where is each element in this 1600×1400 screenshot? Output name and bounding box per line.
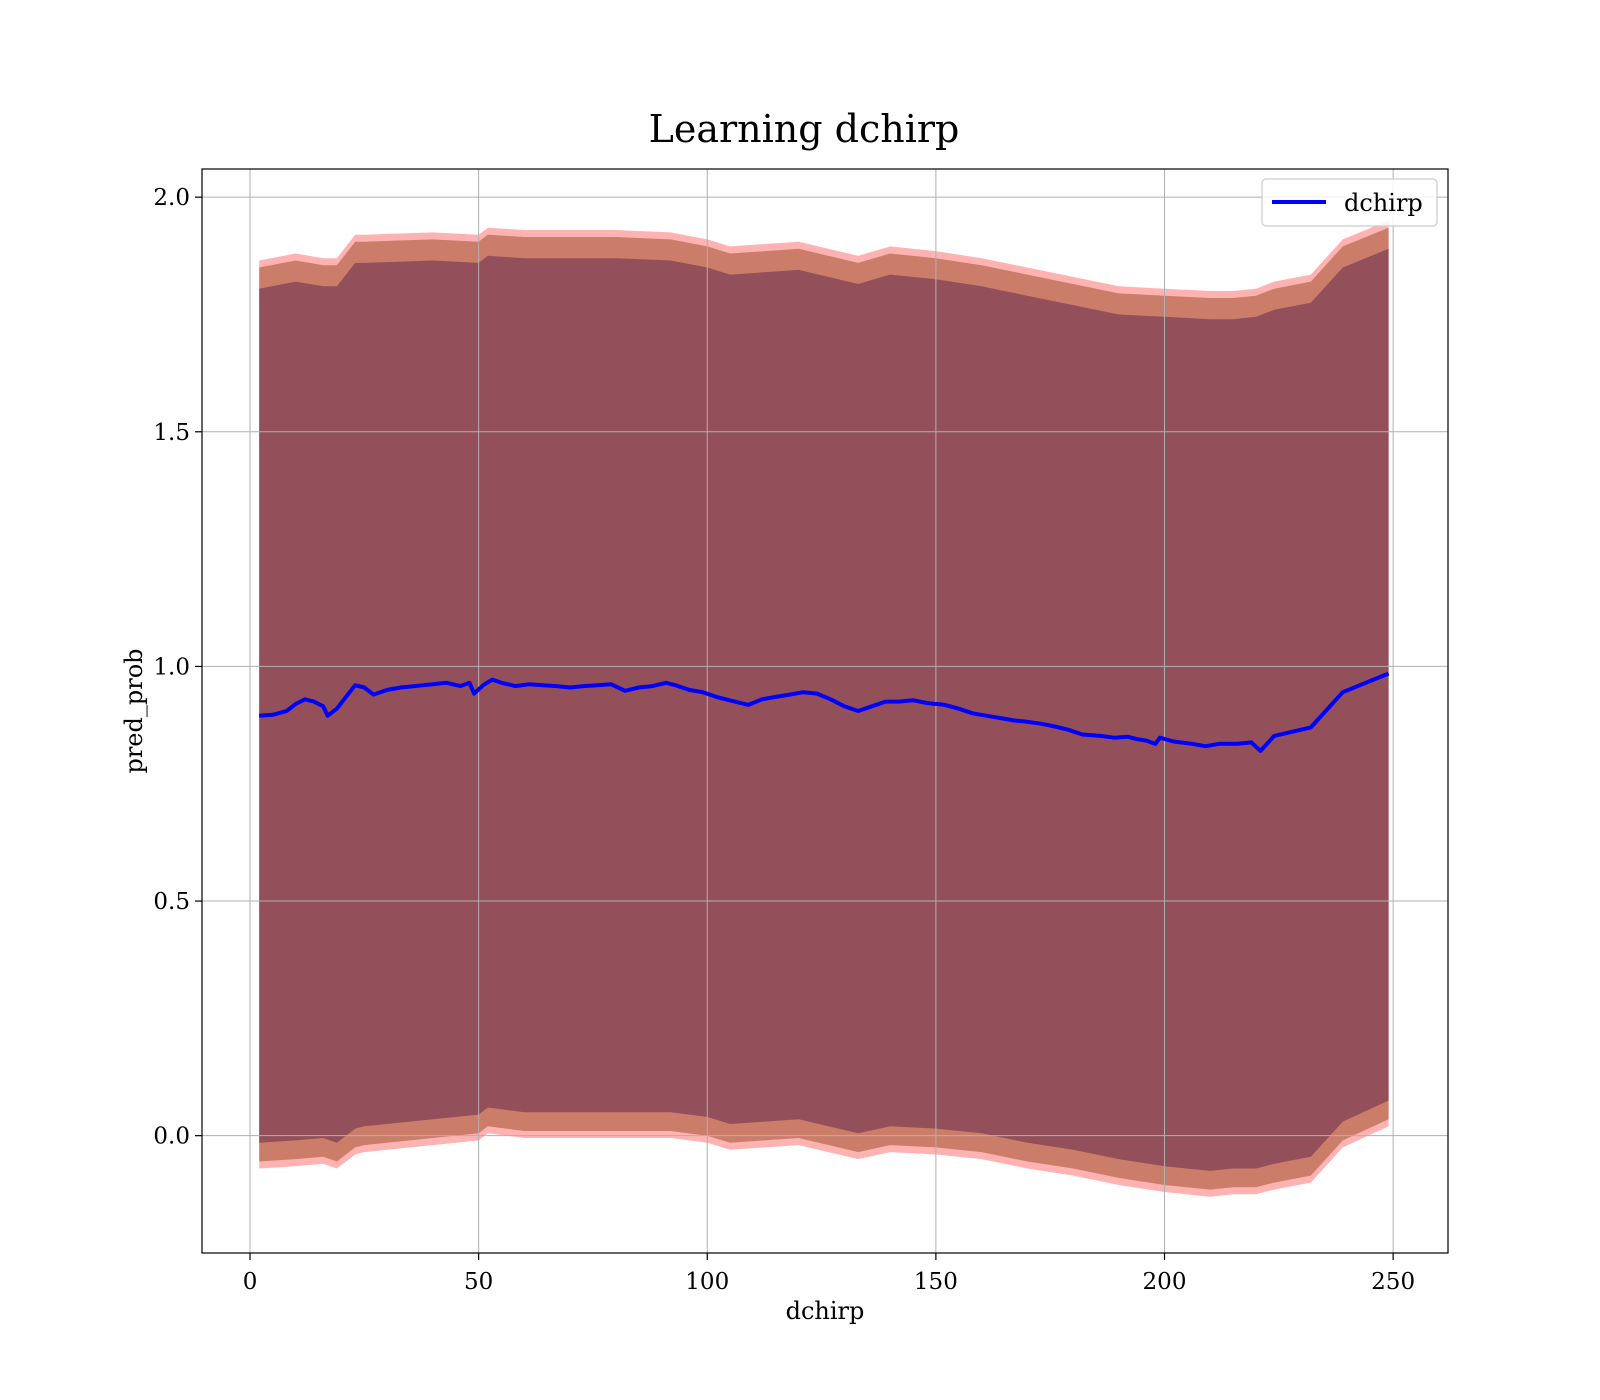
x-axis-label: dchirp	[786, 1297, 865, 1325]
x-tick-label-0: 0	[243, 1269, 258, 1295]
axis-ticks: 0 50 100 150 200 250 0.0 0.5 1.0 1.5 2.0	[153, 185, 1415, 1295]
y-tick-label-0: 0.0	[153, 1124, 190, 1150]
plot-frame	[201, 168, 1449, 1254]
y-tick-label-3: 1.5	[153, 420, 190, 446]
y-axis-label: pred_prob	[120, 648, 148, 773]
confidence-bands	[259, 220, 1389, 1197]
grid	[202, 169, 1448, 1253]
y-tick-label-4: 2.0	[153, 185, 190, 211]
x-tick-label-3: 150	[914, 1269, 958, 1295]
x-tick-label-5: 250	[1371, 1269, 1415, 1295]
legend: dchirp	[1261, 178, 1438, 227]
series-lines	[259, 671, 1390, 753]
y-tick-label-1: 0.5	[153, 889, 190, 915]
chart-title: Learning dchirp	[649, 107, 960, 151]
y-tick-label-2: 1.0	[153, 654, 190, 680]
x-tick-label-2: 100	[685, 1269, 729, 1295]
x-tick-label-4: 200	[1143, 1269, 1187, 1295]
band-2	[259, 248, 1389, 1171]
legend-entry-dchirp: dchirp	[1344, 189, 1423, 217]
x-tick-label-1: 50	[464, 1269, 493, 1295]
series-line-dchirp	[259, 671, 1390, 753]
legend-box	[1261, 178, 1438, 227]
